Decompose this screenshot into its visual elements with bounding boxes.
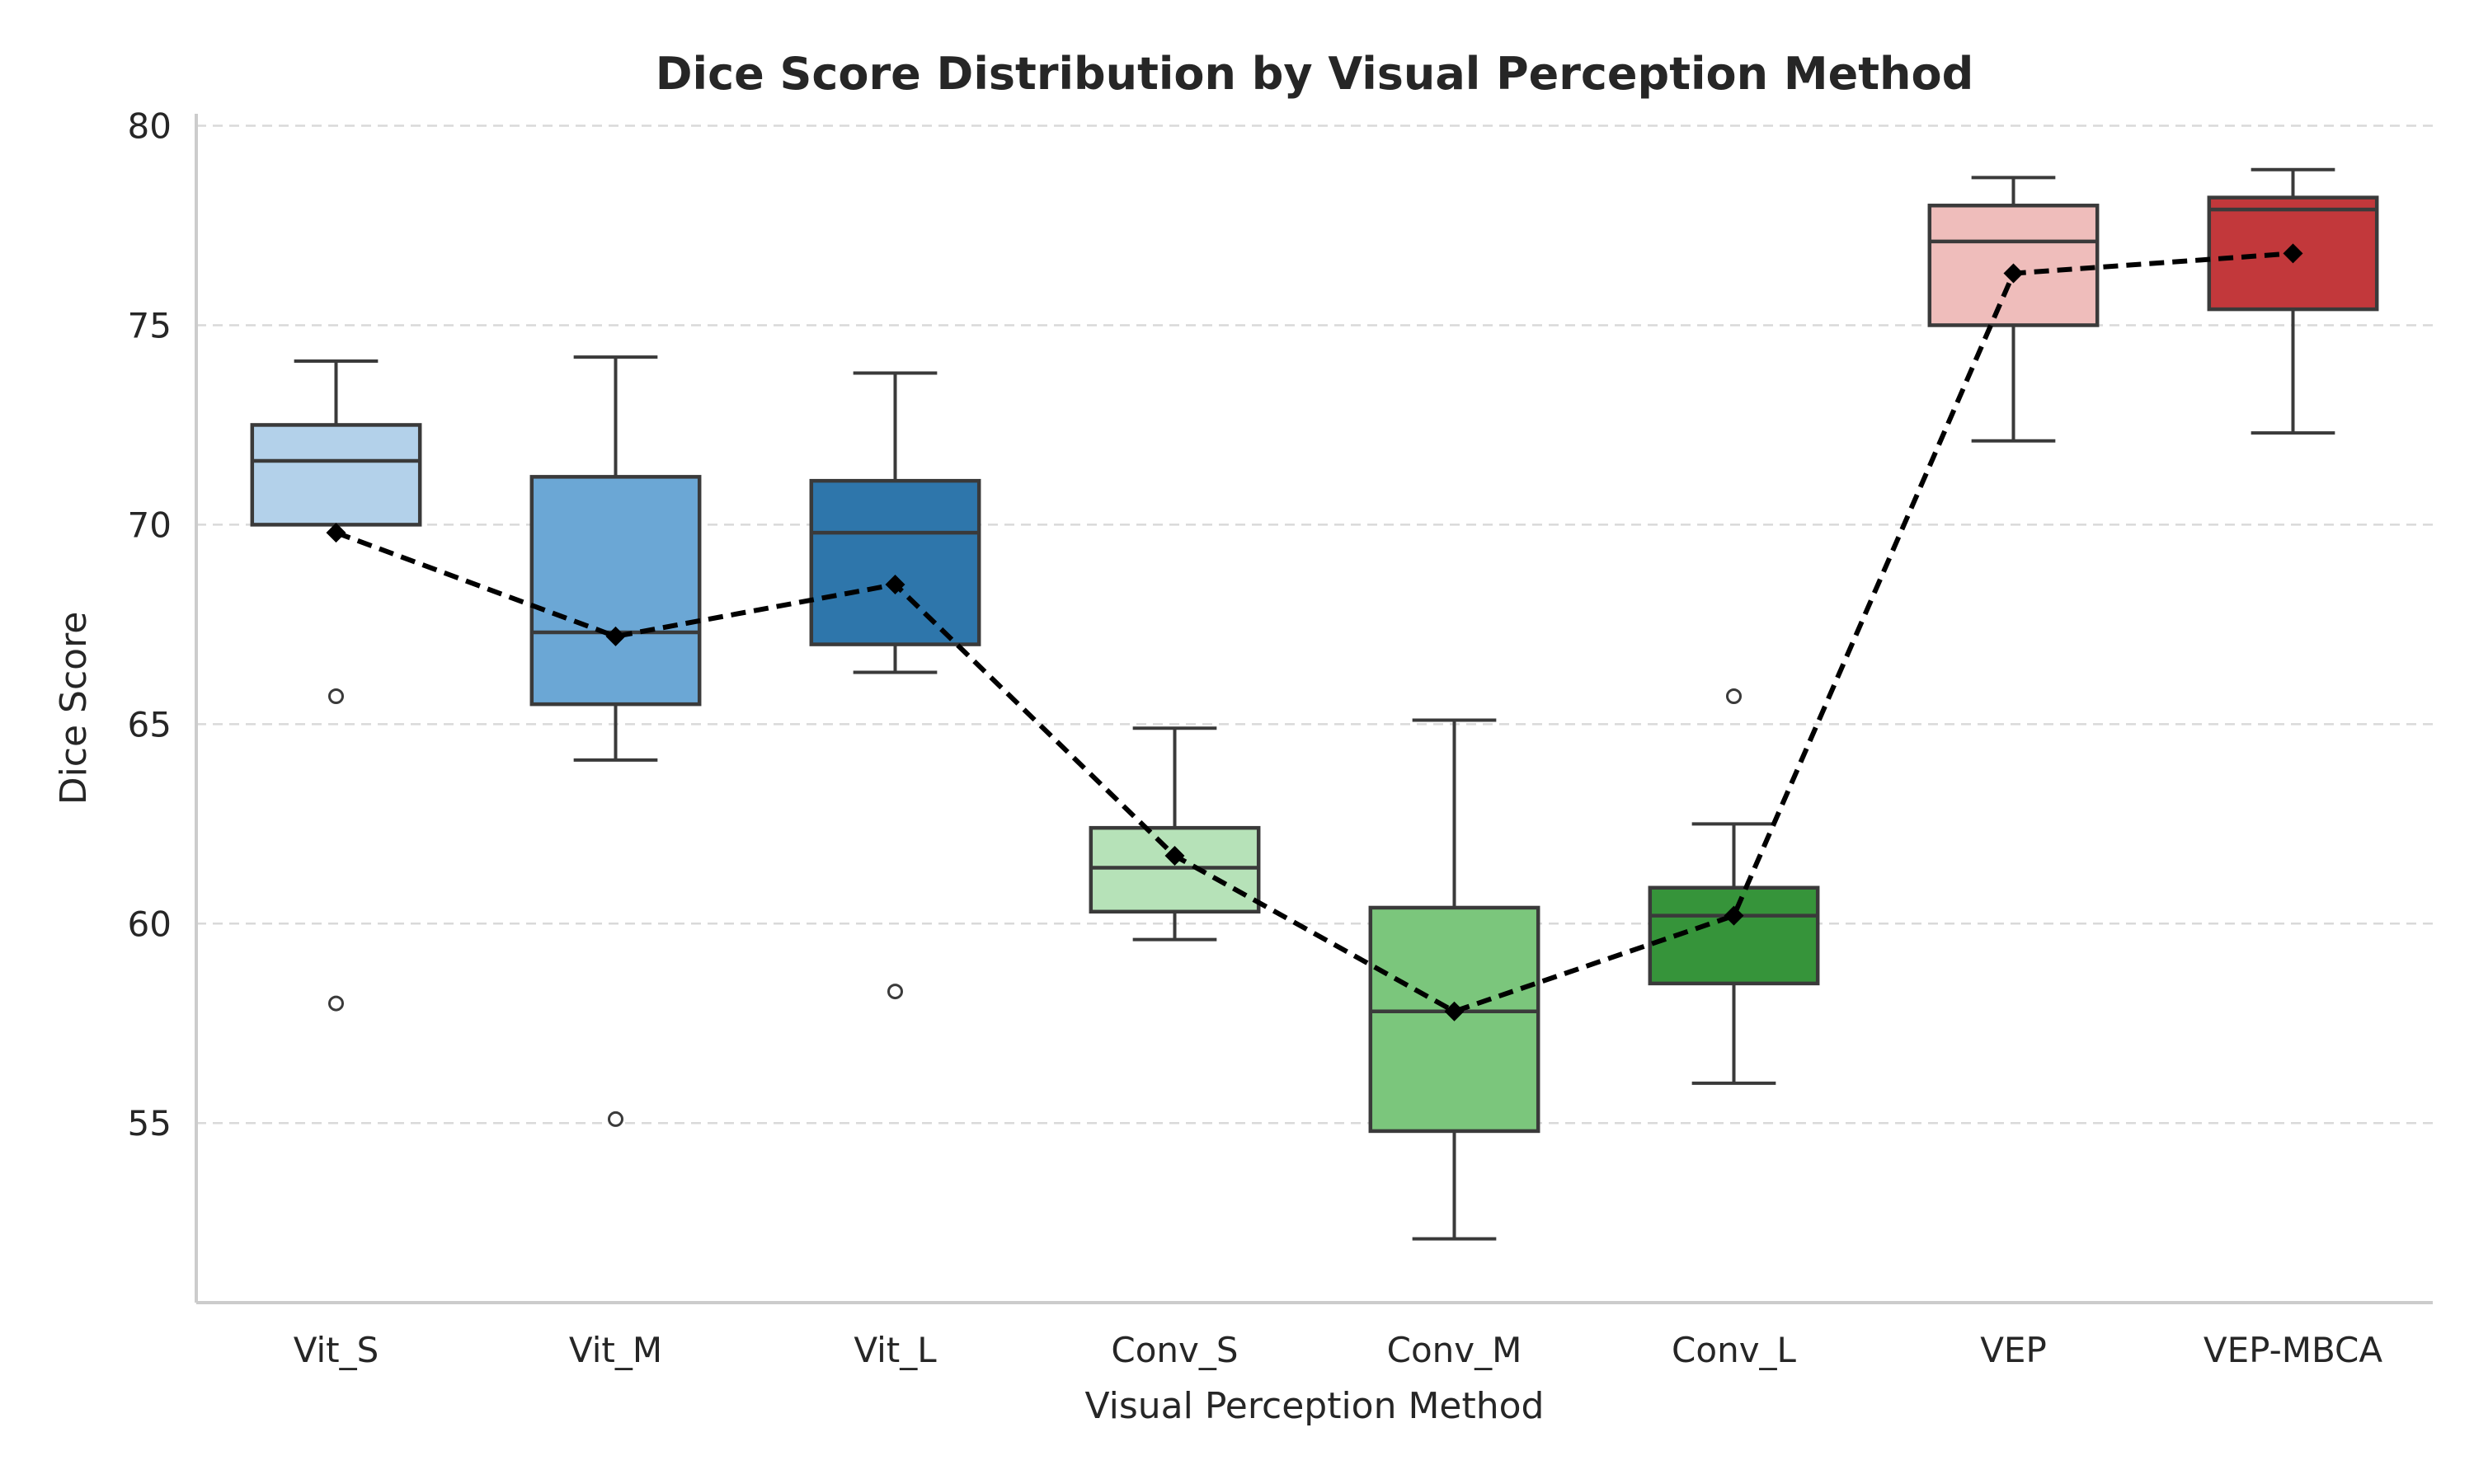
x-tick-label: VEP xyxy=(1980,1330,2047,1370)
y-axis-title: Dice Score xyxy=(53,612,95,805)
x-tick-label: Vit_S xyxy=(294,1330,379,1370)
outlier-point xyxy=(608,1111,623,1127)
mean-marker xyxy=(1724,905,1744,926)
outlier-point xyxy=(328,688,344,704)
box-vep-mbca xyxy=(2207,167,2379,435)
axes xyxy=(195,114,2433,1304)
outlier-point xyxy=(328,995,344,1012)
box-iqr xyxy=(250,423,422,527)
x-tick-label: Conv_S xyxy=(1111,1330,1238,1370)
box-vep xyxy=(1927,176,2100,443)
x-tick-label: Conv_M xyxy=(1387,1330,1522,1370)
x-tick-label: Conv_L xyxy=(1672,1330,1796,1370)
x-axis-title: Visual Perception Method xyxy=(1085,1385,1545,1427)
box-conv_l xyxy=(1648,688,1820,1085)
mean-line-series xyxy=(326,243,2303,1021)
chart-title: Dice Score Distribution by Visual Percep… xyxy=(656,48,1974,100)
y-tick-label: 75 xyxy=(128,305,172,345)
y-tick-label: 60 xyxy=(128,904,172,944)
mean-line xyxy=(335,251,2293,1015)
mean-marker xyxy=(605,626,626,646)
mean-marker xyxy=(1444,1001,1465,1021)
outlier-point xyxy=(887,984,903,1000)
x-tick-labels: Vit_S Vit_M Vit_L Conv_S Conv_M Conv_L VEP VEP-… xyxy=(294,1330,2383,1370)
mean-marker xyxy=(2003,263,2024,284)
box-iqr xyxy=(529,475,702,707)
box-vit_l xyxy=(809,371,981,1000)
y-tick-label: 55 xyxy=(128,1103,172,1144)
mean-marker xyxy=(326,523,346,543)
y-tick-labels: 55 60 65 70 75 80 xyxy=(128,106,172,1144)
y-tick-label: 70 xyxy=(128,505,172,545)
box-vit_m xyxy=(529,355,702,1127)
mean-marker xyxy=(2283,243,2303,264)
boxes xyxy=(250,167,2379,1241)
box-iqr xyxy=(1089,825,1261,914)
y-tick-label: 80 xyxy=(128,106,172,147)
box-conv_s xyxy=(1089,726,1261,942)
x-tick-label: Vit_M xyxy=(569,1330,662,1370)
x-tick-label: VEP-MBCA xyxy=(2204,1330,2382,1370)
y-tick-label: 65 xyxy=(128,704,172,744)
box-vit_s xyxy=(250,359,422,1012)
mean-marker xyxy=(885,574,905,594)
x-tick-label: Vit_L xyxy=(854,1330,937,1370)
mean-marker xyxy=(1164,846,1185,866)
outlier-point xyxy=(1726,688,1742,704)
box-iqr xyxy=(809,478,981,646)
